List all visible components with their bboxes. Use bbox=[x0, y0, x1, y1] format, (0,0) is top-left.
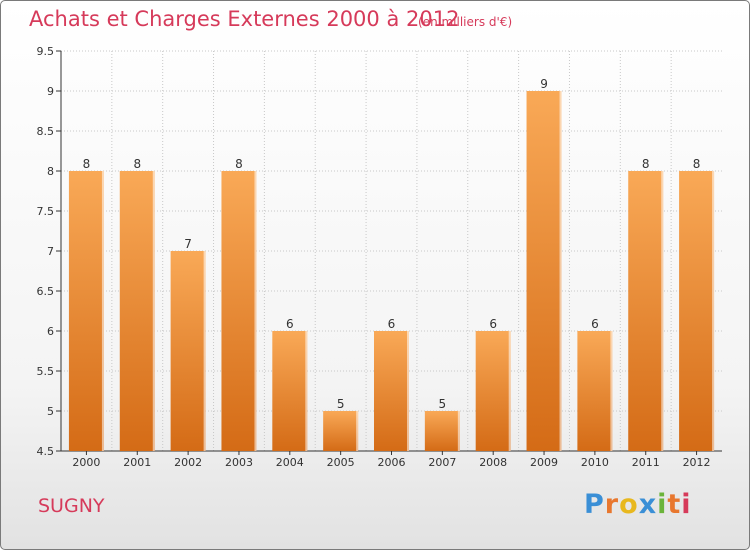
data-label: 8 bbox=[83, 157, 91, 171]
bar-highlight bbox=[559, 91, 562, 451]
bar-2011 bbox=[628, 171, 664, 451]
bar-2003 bbox=[221, 171, 257, 451]
proxiti-logo[interactable]: Proxiti bbox=[584, 489, 692, 520]
x-tick-label: 2005 bbox=[327, 456, 355, 469]
bar-highlight bbox=[305, 331, 308, 451]
y-tick-label: 7.5 bbox=[37, 205, 55, 218]
logo-letter: x bbox=[638, 489, 658, 520]
labels: 4.5 5 5.5 6 6.5 7 7.5 8 8.5 9 9.5 2000 8 2001 8 2002 7 20… bbox=[37, 45, 711, 469]
x-tick-label: 2003 bbox=[225, 456, 253, 469]
bar-highlight bbox=[508, 331, 511, 451]
y-tick-label: 6 bbox=[47, 325, 54, 338]
bar-2002 bbox=[170, 251, 206, 451]
x-tick-label: 2004 bbox=[276, 456, 304, 469]
y-tick-label: 8.5 bbox=[37, 125, 55, 138]
data-label: 6 bbox=[286, 317, 294, 331]
data-label: 5 bbox=[337, 397, 345, 411]
bar-2006 bbox=[374, 331, 409, 451]
data-label: 6 bbox=[489, 317, 497, 331]
logo-letter: P bbox=[584, 489, 605, 520]
bar-2008 bbox=[475, 331, 511, 451]
x-tick-label: 2012 bbox=[683, 456, 711, 469]
bar-highlight bbox=[356, 411, 359, 451]
bar-2001 bbox=[119, 171, 155, 451]
bar-highlight bbox=[152, 171, 155, 451]
x-tick-label: 2007 bbox=[428, 456, 456, 469]
bars bbox=[68, 91, 715, 451]
bar-2007 bbox=[424, 411, 460, 451]
y-tick-label: 9.5 bbox=[37, 45, 55, 58]
x-tick-label: 2009 bbox=[530, 456, 558, 469]
y-tick-label: 8 bbox=[47, 165, 54, 178]
bar-highlight bbox=[203, 251, 206, 451]
y-tick-label: 9 bbox=[47, 85, 54, 98]
bar-highlight bbox=[101, 171, 104, 451]
bar-highlight bbox=[407, 331, 409, 451]
x-tick-label: 2002 bbox=[174, 456, 202, 469]
bar-2009 bbox=[526, 91, 562, 451]
bar-2005 bbox=[323, 411, 359, 451]
data-label: 8 bbox=[693, 157, 701, 171]
x-tick-label: 2010 bbox=[581, 456, 609, 469]
bar-highlight bbox=[610, 331, 613, 451]
bar-highlight bbox=[254, 171, 257, 451]
bar-2012 bbox=[679, 171, 715, 451]
data-label: 5 bbox=[439, 397, 447, 411]
y-tick-label: 7 bbox=[47, 245, 54, 258]
x-tick-label: 2011 bbox=[632, 456, 660, 469]
logo-letter: o bbox=[619, 489, 639, 520]
bar-2000 bbox=[68, 171, 104, 451]
logo-letter: i bbox=[681, 489, 692, 520]
data-label: 8 bbox=[235, 157, 243, 171]
data-label: 9 bbox=[540, 77, 548, 91]
data-label: 7 bbox=[184, 237, 192, 251]
bar-highlight bbox=[661, 171, 664, 451]
y-tick-label: 5.5 bbox=[37, 365, 55, 378]
x-tick-label: 2001 bbox=[123, 456, 151, 469]
chart-title: Achats et Charges Externes 2000 à 2012 bbox=[29, 7, 460, 31]
bar-highlight bbox=[712, 171, 715, 451]
y-tick-label: 5 bbox=[47, 405, 54, 418]
logo-letter: t bbox=[667, 489, 682, 520]
logo-letter: i bbox=[657, 489, 668, 520]
x-tick-label: 2008 bbox=[479, 456, 507, 469]
logo-letter: r bbox=[604, 489, 620, 520]
x-tick-label: 2006 bbox=[378, 456, 406, 469]
chart-subtitle: (en milliers d'€) bbox=[418, 15, 513, 29]
data-label: 8 bbox=[133, 157, 141, 171]
bar-2010 bbox=[577, 331, 613, 451]
bar-2004 bbox=[272, 331, 308, 451]
bar-highlight bbox=[457, 411, 460, 451]
x-tick-label: 2000 bbox=[72, 456, 100, 469]
y-tick-label: 4.5 bbox=[37, 445, 55, 458]
y-tick-label: 6.5 bbox=[37, 285, 55, 298]
data-label: 8 bbox=[642, 157, 650, 171]
commune-name: SUGNY bbox=[38, 495, 105, 517]
data-label: 6 bbox=[591, 317, 599, 331]
data-label: 6 bbox=[388, 317, 396, 331]
